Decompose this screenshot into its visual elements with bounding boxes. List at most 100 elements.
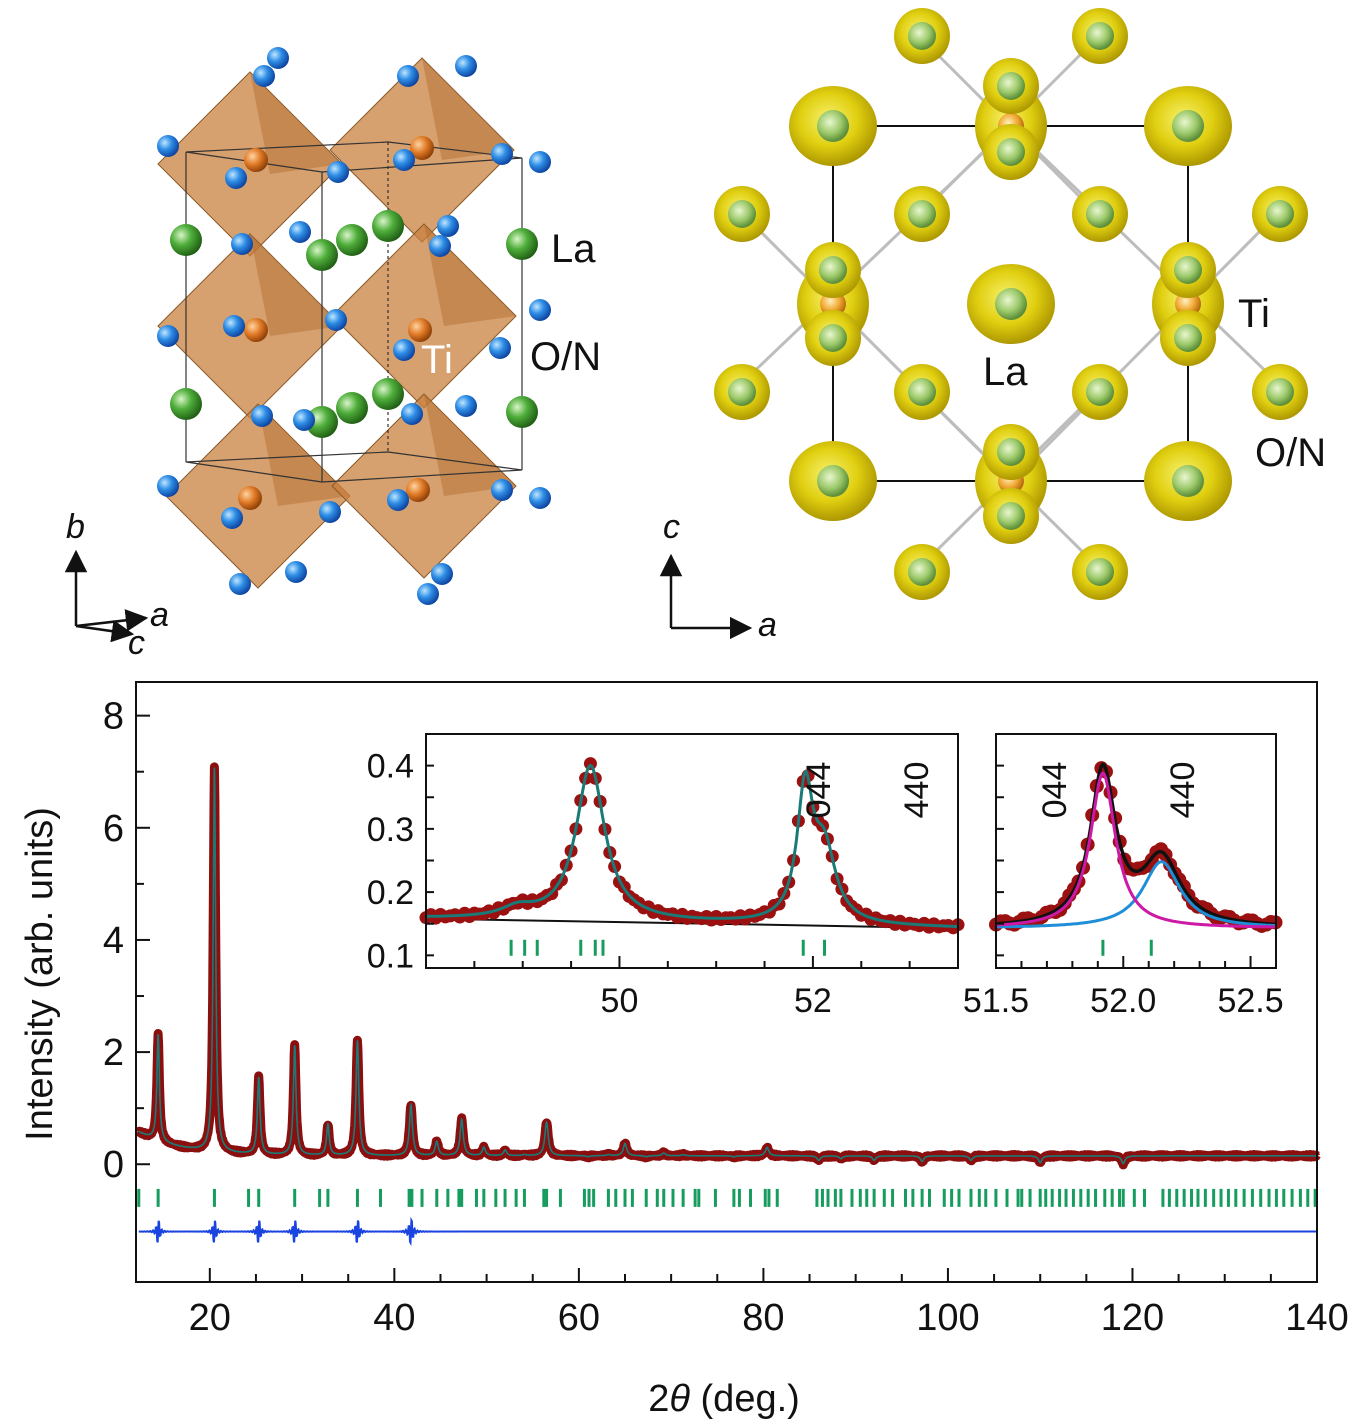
la-atom [506,228,538,260]
difference-curve [138,1216,1317,1247]
la-site [995,288,1027,320]
o-n-atom [225,167,247,189]
o-n-atom [417,583,439,605]
inset-right-axes: 51.5 52.0 52.5 [963,764,1284,1020]
o-n-site [819,256,847,284]
x-tick-label: 140 [1285,1297,1348,1339]
inset-x-tick-label: 50 [601,982,639,1020]
label-on-left: O/N [530,335,601,379]
o-n-site [997,438,1025,466]
o-n-atom [221,507,243,529]
axes-triad-right [659,553,753,640]
o-n-atom [293,409,315,431]
o-n-atom [429,235,451,257]
o-n-site [1174,324,1202,352]
inset-y-tick-label: 0.4 [367,748,414,786]
o-n-atom [157,475,179,497]
o-n-atom [229,573,251,595]
o-n-atom [455,395,477,417]
inset-y-tick-label: 0.3 [367,811,414,849]
o-n-atom [387,489,409,511]
la-atom [372,378,404,410]
o-n-site [908,200,936,228]
la-atom [170,388,202,420]
x-tick-label: 40 [373,1297,415,1339]
label-la-right: La [983,350,1028,394]
ti-site [1175,291,1201,317]
octahedron-face [250,72,342,174]
o-n-atom [157,325,179,347]
x-tick-label: 80 [742,1297,784,1339]
inset-y-tick-label: 0.2 [367,874,414,912]
o-n-atom [529,487,551,509]
inset-left-peak-044: 044 [800,762,838,819]
tio-octahedra [157,57,517,589]
y-tick-label: 0 [103,1144,124,1186]
calculated-curve [426,763,959,929]
y-tick-label: 8 [103,696,124,738]
label-ti-left: Ti [421,338,453,382]
o-n-atom [491,143,513,165]
x-tick-label: 120 [1101,1297,1164,1339]
la-atom [506,396,538,428]
inset-right: 51.5 52.0 52.5 044 440 [963,733,1284,1020]
label-on-right: O/N [1255,431,1326,475]
axis-a-label-right: a [758,606,777,644]
la-atom [372,210,404,242]
la-atom [306,406,338,438]
peak-044-curve [995,771,1277,929]
main-plot-frame [135,681,1318,1283]
x-tick-label: 60 [558,1297,600,1339]
o-n-atom [267,47,289,69]
inset-left-marks [419,757,965,956]
o-n-site [1086,558,1114,586]
o-n-atom [289,221,311,243]
o-n-atom [393,339,415,361]
o-n-site [1174,256,1202,284]
inset-right-marks [989,761,1283,956]
sum-curve [995,762,1277,927]
ti-site [820,291,846,317]
atoms-left [157,47,551,605]
axis-a-label-left: a [150,596,169,634]
inset-y-tick-label: 0.1 [367,937,414,975]
inset-right-peak-440: 440 [1164,762,1202,819]
o-n-atom [529,299,551,321]
structure-right: Ti La O/N c a [659,8,1326,644]
y-tick-label: 4 [103,920,124,962]
la-atom [306,239,338,271]
x-tick-label: 20 [189,1297,231,1339]
inset-left: 50 52 0.1 0.2 0.3 0.4 044 440 [367,733,965,1020]
o-n-atom [223,315,245,337]
o-n-atom [401,403,423,425]
x-tick-label: 100 [916,1297,979,1339]
background-line [425,917,959,930]
o-n-atom [455,55,477,77]
la-site [1172,110,1204,142]
axis-c-label-left: c [128,624,145,662]
o-n-atom [327,161,349,183]
ti-atom [244,148,268,172]
o-n-atom [285,561,307,583]
o-n-site [1266,200,1294,228]
octahedron-face [422,58,514,160]
la-atom [336,224,368,256]
ti-atom [244,318,268,342]
o-n-site [728,378,756,406]
inset-x-tick-label: 52.5 [1217,982,1283,1020]
la-site [1172,465,1204,497]
inset-x-tick-label: 52.0 [1090,982,1156,1020]
inset-left-frame [425,733,959,969]
o-n-site [1266,378,1294,406]
la-site [817,465,849,497]
inset-x-tick-label: 51.5 [963,982,1029,1020]
diffraction-chart: 20 40 60 80 100 120 140 0 2 4 6 8 Intensity (arb. u… [19,681,1349,1420]
o-n-atom [251,405,273,427]
la-site [817,110,849,142]
y-axis-title: Intensity (arb. units) [19,807,61,1141]
o-n-atom [157,135,179,157]
o-n-atom [253,65,275,87]
inset-right-peak-044: 044 [1036,762,1074,819]
observed-point [583,757,597,771]
